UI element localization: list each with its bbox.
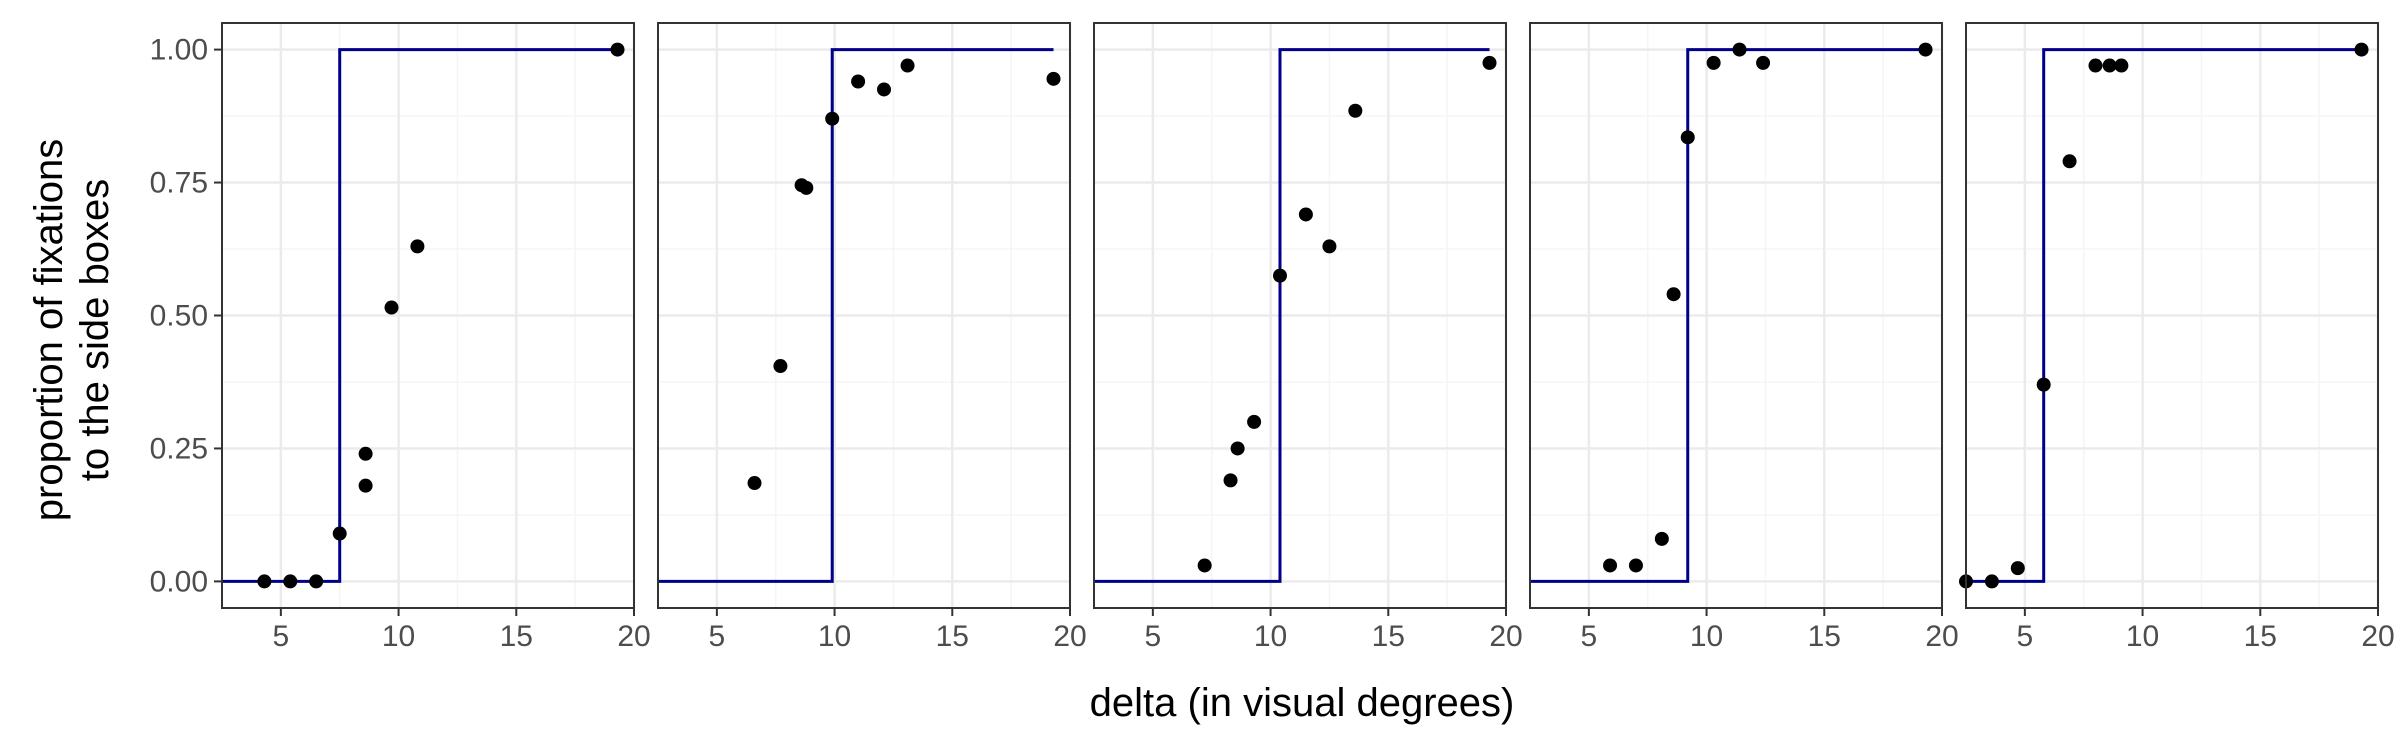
data-point [384, 300, 399, 315]
data-point [309, 574, 324, 589]
panel-border [1093, 22, 1507, 609]
data-point [1756, 55, 1771, 70]
x-tick-label: 5 [1145, 620, 1162, 653]
data-point [1984, 574, 1999, 589]
x-tick-label: 10 [382, 620, 415, 653]
y-tick-label: 0.75 [150, 167, 208, 200]
data-point [1230, 441, 1245, 456]
x-tick-label: 20 [1925, 620, 1958, 653]
data-point [410, 239, 425, 254]
x-tick-label: 20 [1053, 620, 1086, 653]
data-point [1706, 55, 1721, 70]
data-point [799, 180, 814, 195]
y-tick-label: 1.00 [150, 34, 208, 67]
step-function-line [222, 48, 618, 583]
facet-panel-5: 5 10 15 20 [1959, 22, 2395, 653]
data-point [332, 526, 347, 541]
x-tick-label: 15 [1372, 620, 1405, 653]
data-point [1482, 55, 1497, 70]
panel-border [657, 22, 1071, 609]
x-tick-label: 20 [2361, 620, 2394, 653]
data-point [1223, 473, 1238, 488]
data-point [877, 82, 892, 97]
data-point [283, 574, 298, 589]
data-point [773, 359, 788, 374]
x-tick-label: 20 [617, 620, 650, 653]
step-function-line [658, 48, 1054, 583]
x-tick-label: 15 [2244, 620, 2277, 653]
step-function-line [1094, 48, 1490, 583]
panels-layer: 5 10 15 20 5 10 15 20 5 10 15 20 5 10 15 20 5 10 15 20 [221, 22, 2395, 653]
data-point [2102, 58, 2117, 73]
data-point [358, 446, 373, 461]
data-point [2010, 561, 2025, 576]
data-point [2114, 58, 2129, 73]
x-tick-label: 5 [1581, 620, 1598, 653]
data-point [1680, 130, 1695, 145]
y-axis-ticks: 0.00 0.25 0.50 0.75 1.00 [150, 34, 222, 598]
x-tick-label: 5 [2017, 620, 2034, 653]
data-point [1322, 239, 1337, 254]
x-tick-label: 10 [818, 620, 851, 653]
data-point [1666, 287, 1681, 302]
data-point [825, 111, 840, 126]
data-point [747, 476, 762, 491]
data-point [610, 42, 625, 57]
x-axis-title: delta (in visual degrees) [1090, 681, 1515, 725]
data-point [900, 58, 915, 73]
data-point [1046, 71, 1061, 86]
facet-panel-1: 5 10 15 20 [221, 22, 651, 653]
data-point [2036, 377, 2051, 392]
data-point [358, 478, 373, 493]
x-tick-label: 15 [936, 620, 969, 653]
x-tick-label: 20 [1489, 620, 1522, 653]
data-point [1654, 531, 1669, 546]
y-axis-title-line2: to the side boxes [73, 179, 117, 481]
data-point [257, 574, 272, 589]
x-tick-label: 15 [1808, 620, 1841, 653]
y-tick-label: 0.50 [150, 300, 208, 333]
x-tick-label: 5 [273, 620, 290, 653]
data-point [2088, 58, 2103, 73]
x-tick-label: 10 [1254, 620, 1287, 653]
data-point [1298, 207, 1313, 222]
facet-panel-4: 5 10 15 20 [1529, 22, 1959, 653]
data-point [851, 74, 866, 89]
x-tick-label: 10 [1690, 620, 1723, 653]
panel-border [1529, 22, 1943, 609]
step-function-line [1966, 48, 2362, 583]
x-tick-label: 5 [709, 620, 726, 653]
data-point [1272, 268, 1287, 283]
data-point [1918, 42, 1933, 57]
step-function-line [1530, 48, 1926, 583]
x-tick-label: 15 [500, 620, 533, 653]
facet-panel-2: 5 10 15 20 [657, 22, 1087, 653]
panel-border [1965, 22, 2379, 609]
data-point [1348, 103, 1363, 118]
y-tick-label: 0.00 [150, 565, 208, 598]
y-axis-title-line1: proportion of fixations [27, 139, 71, 521]
data-point [1732, 42, 1747, 57]
data-point [1628, 558, 1643, 573]
y-tick-label: 0.25 [150, 432, 208, 465]
data-point [1197, 558, 1212, 573]
data-point [2062, 154, 2077, 169]
data-point [1247, 414, 1262, 429]
data-point [1603, 558, 1618, 573]
facet-panel-3: 5 10 15 20 [1093, 22, 1523, 653]
data-point [2354, 42, 2369, 57]
x-tick-label: 10 [2126, 620, 2159, 653]
